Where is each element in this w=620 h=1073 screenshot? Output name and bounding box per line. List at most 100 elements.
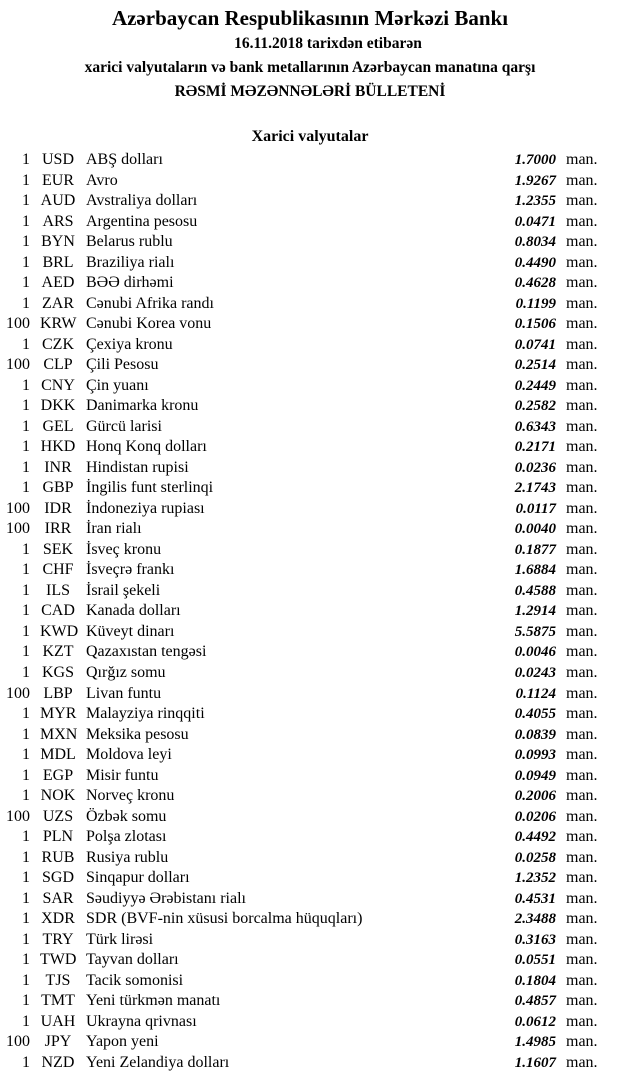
unit-label: man. [566,561,598,579]
rate-amount: 1 [22,171,30,189]
unit-label: man. [566,869,598,887]
currency-name: Rusiya rublu [86,848,169,866]
rate-row: 100 CLP Çili Pesosu 0.2514 man. [0,355,620,375]
rate-row: 1 CNY Çin yuanı 0.2449 man. [0,376,620,396]
currency-name: Yapon yeni [86,1033,159,1051]
currency-code: BYN [41,233,75,251]
rate-amount: 1 [22,581,30,599]
rate-amount: 1 [22,643,30,661]
rate-value: 0.2006 [514,788,556,805]
rate-value: 0.2171 [514,439,556,456]
rate-value: 0.2514 [514,357,556,374]
currency-code: KRW [40,315,77,333]
rate-row: 1 EGP Misir funtu 0.0949 man. [0,766,620,786]
currency-name: Misir funtu [86,766,159,784]
rate-value: 0.1877 [514,541,556,558]
unit-label: man. [566,1053,598,1071]
rate-row: 1 ILS İsrail şekeli 0.4588 man. [0,581,620,601]
unit-label: man. [566,315,598,333]
rate-amount: 1 [22,294,30,312]
rate-value: 0.0206 [514,808,556,825]
rate-value: 0.0839 [514,726,556,743]
rate-value: 0.0612 [514,1013,556,1030]
currency-code: BRL [42,253,74,271]
currency-code: KGS [41,664,74,681]
currency-code: IRR [44,520,72,538]
currency-name: Qazaxıstan tengəsi [86,643,207,661]
currency-code: PLN [42,828,74,846]
rate-row: 1 INR Hindistan rupisi 0.0236 man. [0,458,620,478]
rate-value: 0.2582 [514,398,556,415]
rate-value: 0.0040 [514,521,556,538]
unit-label: man. [566,212,598,230]
rate-amount: 1 [22,540,30,558]
unit-label: man. [566,992,598,1010]
rate-value: 0.1199 [515,295,556,312]
rate-row: 1 GBP İngilis funt sterlinqi 2.1743 man. [0,478,620,498]
unit-label: man. [566,458,598,476]
currency-code: GBP [42,479,74,497]
currency-name: Səudiyyə Ərəbistanı rialı [86,889,246,907]
rate-row: 1 KGS Qırğız somu 0.0243 man. [0,663,620,683]
currency-code: EUR [42,171,74,189]
rate-value: 1.1607 [514,1054,556,1071]
bulletin-title: RƏSMİ MƏZƏNNƏLƏRİ BÜLLETENİ [174,83,446,100]
unit-label: man. [566,438,598,456]
rate-amount: 100 [6,684,30,702]
rate-value: 0.1804 [514,972,556,989]
rate-amount: 1 [22,397,30,415]
currency-name: Çin yuanı [86,376,149,394]
unit-label: man. [566,356,598,374]
rate-value: 5.5875 [514,623,556,640]
rate-row: 1 CAD Kanada dolları 1.2914 man. [0,601,620,621]
currency-name: Hindistan rupisi [86,458,189,476]
currency-name: Tayvan dolları [86,951,179,969]
rate-amount: 1 [22,622,30,640]
rate-amount: 1 [22,212,30,230]
rate-row: 1 TRY Türk lirəsi 0.3163 man. [0,930,620,950]
rate-row: 1 DKK Danimarka kronu 0.2582 man. [0,396,620,416]
currency-name: Türk lirəsi [86,930,154,948]
rate-value: 0.4531 [514,890,556,907]
rate-value: 0.4588 [514,582,556,599]
rate-amount: 1 [22,766,30,784]
currency-code: HKD [40,438,76,456]
rate-amount: 1 [22,602,30,620]
rate-value: 0.0243 [514,665,556,681]
currency-name: Qırğız somu [86,664,166,681]
rate-value: 0.4490 [514,254,556,271]
rate-row: 100 IDR İndoneziya rupiası 0.0117 man. [0,499,620,519]
currency-code: ILS [46,581,70,599]
rate-amount: 1 [22,274,30,292]
rate-row: 100 UZS Özbək somu 0.0206 man. [0,807,620,827]
rate-row: 100 KRW Cənubi Korea vonu 0.1506 man. [0,314,620,334]
unit-label: man. [566,848,598,866]
unit-label: man. [566,664,598,681]
rate-amount: 100 [6,520,30,538]
rate-value: 1.7000 [514,152,556,168]
rate-amount: 1 [22,664,30,681]
currency-name: Yeni türkmən manatı [86,992,221,1010]
currency-name: Ukrayna qrivnası [86,1012,197,1030]
rate-row: 1 RUB Rusiya rublu 0.0258 man. [0,848,620,868]
unit-label: man. [566,520,598,538]
rate-value: 1.2355 [514,193,556,210]
unit-label: man. [566,479,598,497]
rate-row: 1 TJS Tacik somonisi 0.1804 man. [0,971,620,991]
currency-code: UAH [40,1012,76,1030]
rate-row: 1 KZT Qazaxıstan tengəsi 0.0046 man. [0,642,620,662]
rate-value: 0.0551 [514,952,556,969]
rate-row: 1 MYR Malayziya rinqqiti 0.4055 man. [0,704,620,724]
currency-name: Meksika pesosu [86,725,189,743]
rate-amount: 1 [22,192,30,210]
rate-amount: 1 [22,1053,30,1071]
currency-code: TJS [45,971,71,989]
rate-amount: 100 [6,356,30,374]
unit-label: man. [566,910,598,928]
unit-label: man. [566,499,598,517]
rate-value: 1.2352 [514,870,556,887]
currency-code: KWD [40,622,79,640]
currency-code: TWD [40,951,77,969]
rate-row: 1 XDR SDR (BVF-nin xüsusi borcalma hüquqla… [0,909,620,929]
rate-amount: 1 [22,828,30,846]
